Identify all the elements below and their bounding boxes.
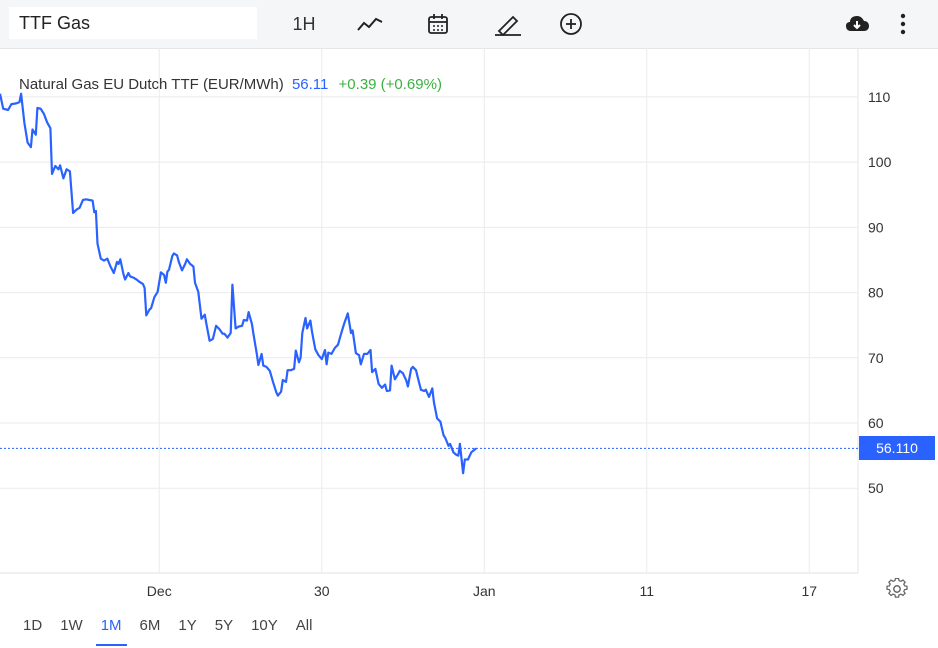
x-tick-label: 30 bbox=[314, 583, 330, 599]
y-tick-label: 100 bbox=[868, 154, 892, 170]
last-price: 56.11 bbox=[291, 76, 329, 93]
y-tick-label: 60 bbox=[868, 415, 884, 431]
cloud-download-icon[interactable] bbox=[839, 9, 875, 39]
price-series-path bbox=[0, 92, 477, 475]
x-tick-label: Jan bbox=[473, 583, 496, 599]
y-tick-label: 110 bbox=[868, 89, 891, 105]
range-button-6m[interactable]: 6M bbox=[139, 617, 161, 634]
range-button-5y[interactable]: 5Y bbox=[214, 617, 234, 634]
price-chart[interactable]: 50 60 70 80 90 100 110 Dec 30 Jan 11 17 bbox=[0, 0, 938, 604]
interval-button[interactable]: 1H bbox=[292, 13, 316, 34]
x-tick-label: 11 bbox=[639, 583, 654, 599]
plus-circle-icon[interactable] bbox=[553, 9, 589, 39]
instrument-name: Natural Gas EU Dutch TTF (EUR/MWh) bbox=[19, 76, 284, 93]
y-tick-label: 70 bbox=[868, 350, 884, 366]
y-tick-label: 50 bbox=[868, 480, 884, 496]
x-axis: Dec 30 Jan 11 17 bbox=[147, 583, 817, 599]
range-button-1y[interactable]: 1Y bbox=[178, 617, 197, 634]
chart-grid bbox=[0, 48, 859, 574]
chart-toolbar: 1H bbox=[0, 0, 938, 49]
y-tick-label: 90 bbox=[868, 219, 884, 235]
chart-title: Natural Gas EU Dutch TTF (EUR/MWh) 56.11… bbox=[19, 76, 442, 93]
range-button-1d[interactable]: 1D bbox=[23, 617, 43, 634]
x-tick-label: Dec bbox=[147, 583, 172, 599]
y-tick-label: 80 bbox=[868, 285, 884, 301]
pencil-icon[interactable] bbox=[490, 9, 526, 39]
range-selector: 1D 1W 1M 6M 1Y 5Y 10Y All bbox=[0, 604, 938, 648]
calendar-icon[interactable] bbox=[420, 9, 456, 39]
y-axis: 50 60 70 80 90 100 110 bbox=[868, 89, 892, 496]
series-line bbox=[0, 92, 858, 475]
last-price-tag: 56.110 bbox=[859, 436, 935, 461]
more-vertical-icon[interactable] bbox=[890, 9, 916, 39]
range-button-10y[interactable]: 10Y bbox=[251, 617, 278, 634]
settings-gear-icon[interactable] bbox=[886, 577, 908, 600]
line-chart-icon[interactable] bbox=[352, 9, 388, 39]
range-button-all[interactable]: All bbox=[295, 617, 313, 634]
range-button-1w[interactable]: 1W bbox=[60, 617, 83, 634]
symbol-search-input[interactable] bbox=[9, 7, 257, 39]
range-button-1m[interactable]: 1M bbox=[92, 606, 131, 646]
x-tick-label: 17 bbox=[801, 583, 817, 599]
price-change: +0.39 (+0.69%) bbox=[338, 76, 442, 93]
